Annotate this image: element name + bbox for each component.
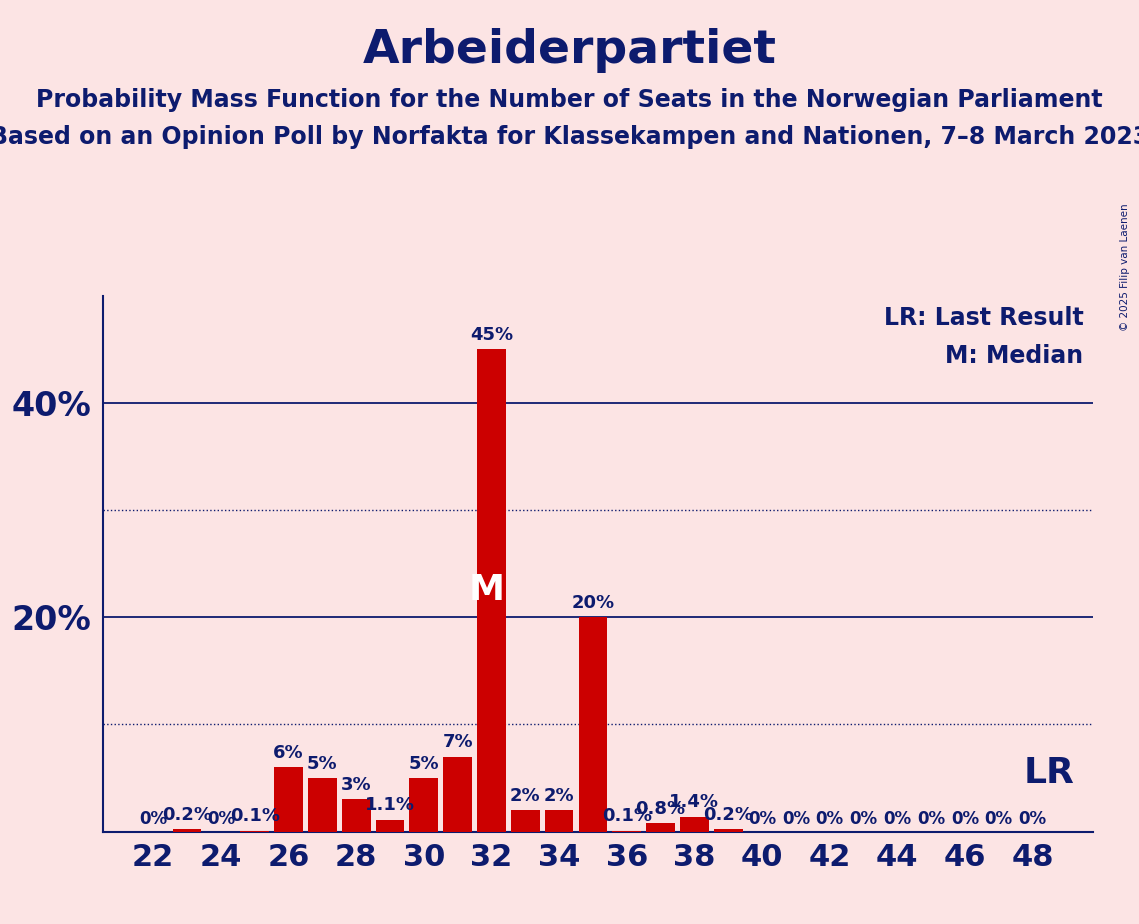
- Text: 3%: 3%: [341, 776, 371, 794]
- Text: 5%: 5%: [308, 755, 337, 772]
- Text: 20%: 20%: [572, 594, 614, 612]
- Text: 0%: 0%: [883, 809, 911, 828]
- Bar: [477, 349, 506, 832]
- Text: 1.1%: 1.1%: [364, 796, 415, 814]
- Text: 45%: 45%: [470, 326, 513, 344]
- Bar: [240, 831, 269, 832]
- Text: 0.1%: 0.1%: [230, 808, 280, 825]
- Bar: [613, 831, 641, 832]
- Text: 0%: 0%: [1018, 809, 1047, 828]
- Text: 0%: 0%: [951, 809, 980, 828]
- Bar: [376, 820, 404, 832]
- Text: 0%: 0%: [139, 809, 167, 828]
- Text: Probability Mass Function for the Number of Seats in the Norwegian Parliament: Probability Mass Function for the Number…: [36, 88, 1103, 112]
- Bar: [511, 810, 540, 832]
- Bar: [308, 778, 337, 832]
- Text: 2%: 2%: [543, 787, 574, 805]
- Text: 0%: 0%: [985, 809, 1013, 828]
- Bar: [409, 778, 439, 832]
- Bar: [274, 767, 303, 832]
- Text: 0%: 0%: [748, 809, 776, 828]
- Bar: [544, 810, 573, 832]
- Bar: [579, 617, 607, 832]
- Text: 0.8%: 0.8%: [636, 799, 686, 818]
- Bar: [714, 830, 743, 832]
- Text: 0.1%: 0.1%: [601, 808, 652, 825]
- Text: 0%: 0%: [917, 809, 945, 828]
- Text: LR: LR: [1024, 756, 1075, 790]
- Text: 1.4%: 1.4%: [670, 793, 720, 811]
- Text: 0%: 0%: [781, 809, 810, 828]
- Text: 0%: 0%: [850, 809, 877, 828]
- Text: 0.2%: 0.2%: [162, 806, 212, 824]
- Text: 5%: 5%: [409, 755, 440, 772]
- Text: 0%: 0%: [207, 809, 235, 828]
- Bar: [443, 757, 472, 832]
- Text: 6%: 6%: [273, 744, 304, 762]
- Text: 2%: 2%: [510, 787, 541, 805]
- Bar: [646, 823, 675, 832]
- Text: Arbeiderpartiet: Arbeiderpartiet: [362, 28, 777, 73]
- Text: Based on an Opinion Poll by Norfakta for Klassekampen and Nationen, 7–8 March 20: Based on an Opinion Poll by Norfakta for…: [0, 125, 1139, 149]
- Text: LR: Last Result: LR: Last Result: [884, 307, 1083, 331]
- Text: 0.2%: 0.2%: [703, 806, 753, 824]
- Bar: [342, 799, 370, 832]
- Text: 7%: 7%: [442, 734, 473, 751]
- Text: M: M: [468, 574, 505, 607]
- Text: M: Median: M: Median: [945, 344, 1083, 368]
- Bar: [173, 830, 202, 832]
- Bar: [680, 817, 708, 832]
- Text: 0%: 0%: [816, 809, 844, 828]
- Text: © 2025 Filip van Laenen: © 2025 Filip van Laenen: [1120, 203, 1130, 331]
